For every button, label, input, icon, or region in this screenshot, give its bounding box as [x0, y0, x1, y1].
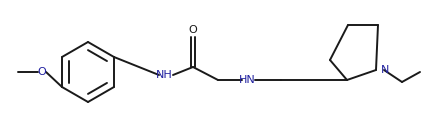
Text: NH: NH	[155, 70, 172, 80]
Text: HN: HN	[238, 75, 255, 85]
Text: O: O	[188, 25, 197, 35]
Text: N: N	[380, 65, 388, 75]
Text: O: O	[37, 67, 46, 77]
